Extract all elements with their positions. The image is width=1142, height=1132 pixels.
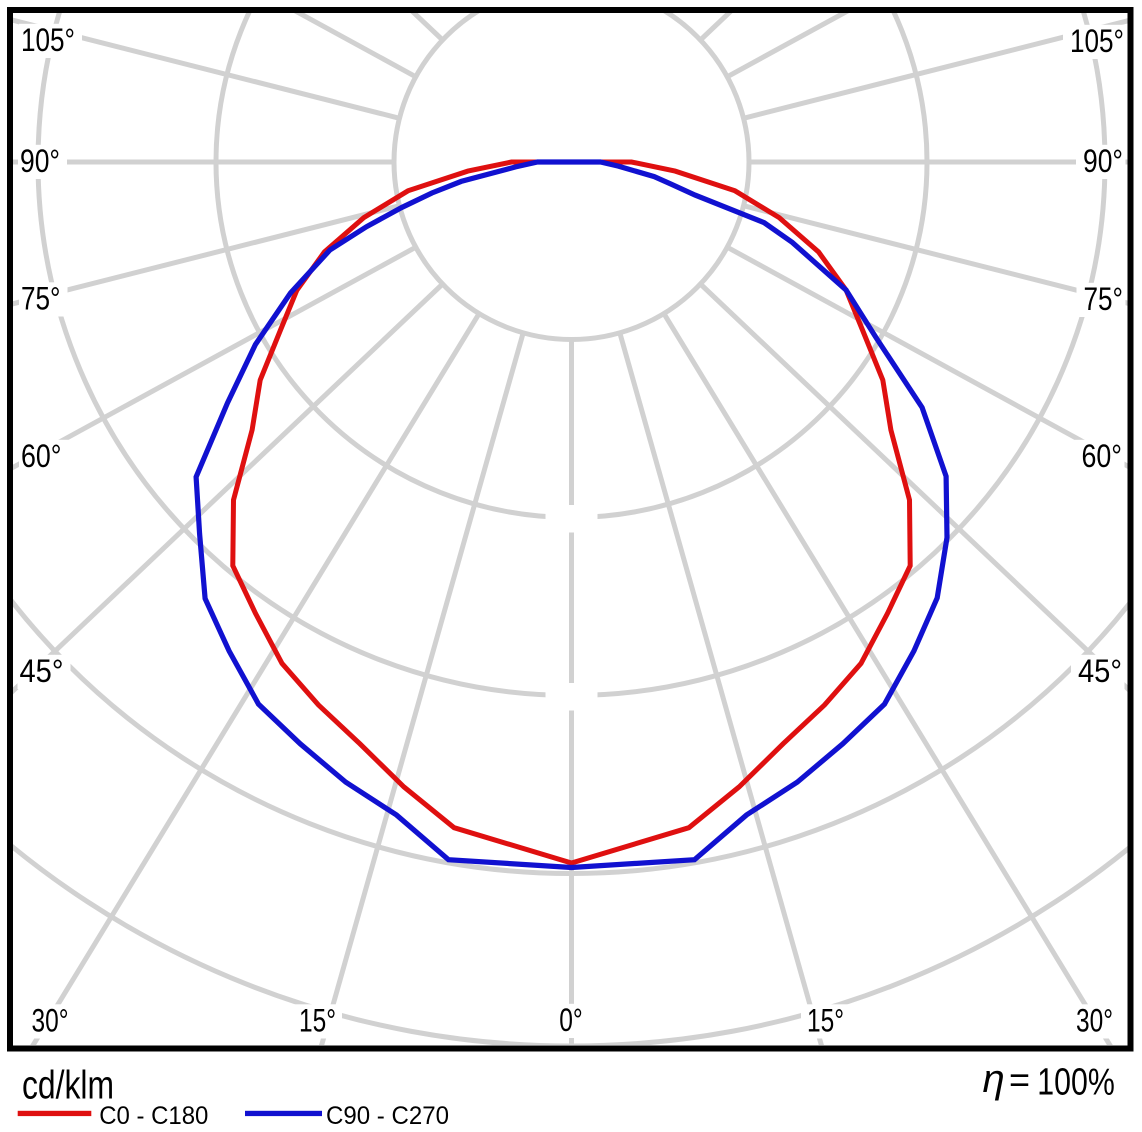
svg-text:30°: 30° bbox=[1076, 1003, 1113, 1039]
svg-text:=: = bbox=[1009, 1059, 1030, 1100]
svg-text:45°: 45° bbox=[20, 653, 64, 689]
svg-text:105°: 105° bbox=[21, 22, 75, 58]
svg-text:0°: 0° bbox=[559, 1002, 583, 1038]
svg-text:60°: 60° bbox=[21, 438, 62, 474]
svg-text:75°: 75° bbox=[21, 281, 61, 317]
svg-text:30°: 30° bbox=[32, 1003, 69, 1039]
svg-text:15°: 15° bbox=[807, 1003, 844, 1039]
svg-text:100%: 100% bbox=[1037, 1060, 1115, 1103]
svg-text:cd/klm: cd/klm bbox=[22, 1063, 114, 1107]
svg-text:90°: 90° bbox=[20, 143, 60, 179]
svg-text:105°: 105° bbox=[1070, 23, 1124, 59]
svg-text:45°: 45° bbox=[1078, 653, 1122, 689]
svg-text:75°: 75° bbox=[1084, 281, 1124, 317]
svg-text:90°: 90° bbox=[1083, 143, 1123, 179]
svg-text:η: η bbox=[983, 1057, 1005, 1101]
svg-text:C90 - C270: C90 - C270 bbox=[326, 1102, 449, 1130]
svg-text:15°: 15° bbox=[299, 1003, 336, 1039]
svg-text:C0 - C180: C0 - C180 bbox=[99, 1102, 208, 1130]
svg-text:60°: 60° bbox=[1082, 438, 1123, 474]
